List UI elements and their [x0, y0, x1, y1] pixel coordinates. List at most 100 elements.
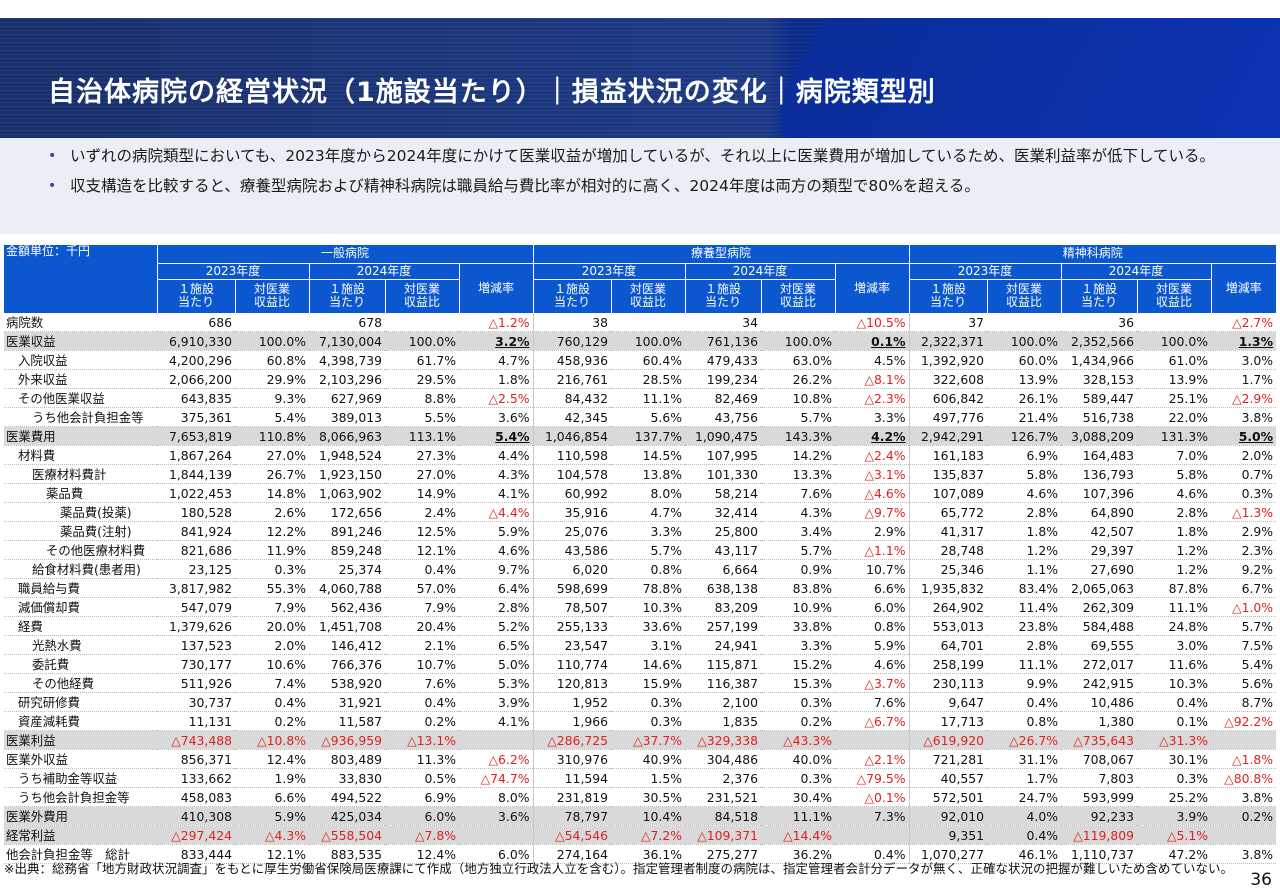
table-cell: 43,586 [532, 540, 612, 561]
table-cell: 11,587 [309, 711, 385, 732]
table-cell: 3.1% [611, 635, 686, 656]
table-cell: 7,130,004 [309, 331, 385, 352]
table-cell: 78,507 [532, 597, 612, 618]
table-cell: 5.7% [1211, 616, 1277, 637]
table-cell: △0.1% [835, 787, 910, 808]
table-cell: 29.5% [385, 369, 459, 390]
table-cell: 23,547 [532, 635, 612, 656]
table-cell: 1,046,854 [532, 426, 612, 447]
table-cell: 0.4% [385, 692, 459, 713]
table-cell: 8.0% [459, 787, 534, 808]
table-cell: 0.4% [987, 692, 1062, 713]
table-cell: 10.3% [611, 597, 686, 618]
ratio-header: 対医業 収益比 [384, 278, 459, 313]
table-cell: 494,522 [309, 787, 385, 808]
table-cell: 61.7% [385, 350, 459, 371]
table-cell: 41,317 [908, 521, 988, 542]
table-cell: 0.4% [1137, 692, 1212, 713]
table-cell: 258,199 [908, 654, 988, 675]
table-cell: △9.7% [835, 502, 910, 523]
table-row: うち他会計負担金等 458,083 6.6% 494,522 6.9% 8.0% 231,8… [4, 787, 1277, 808]
per-facility-header: １施設 当たり [1060, 278, 1138, 313]
table-cell: 547,079 [157, 597, 235, 618]
table-cell: 6.9% [987, 445, 1062, 466]
table-cell: 14.8% [235, 483, 309, 504]
table-cell: 27.0% [235, 445, 309, 466]
table-cell: 5.4% [459, 426, 534, 447]
unit-label: 金額単位：千円 [4, 245, 157, 313]
table-cell: 2,065,063 [1061, 578, 1138, 599]
table-cell: △743,488 [157, 730, 235, 751]
table-cell: 589,447 [1061, 388, 1138, 409]
row-label: 医業利益 [4, 730, 157, 751]
table-cell: 13.3% [761, 464, 836, 485]
table-cell: 4.1% [459, 711, 534, 732]
subheader-row: １施設 当たり 対医業 収益比 １施設 当たり 対医業 収益比 １施設 当たり 対医業 収益比 １施設当… [4, 278, 1276, 313]
table-cell: 479,433 [685, 350, 762, 371]
table-cell: 458,936 [532, 350, 612, 371]
ratio-header: 対医業 収益比 [610, 278, 686, 313]
table-row: 薬品費(投薬) 180,528 2.6% 172,656 2.4% △4.4% 35,916… [4, 502, 1277, 523]
table-cell: 0.3% [611, 692, 686, 713]
table-cell: 4.6% [1137, 483, 1212, 504]
table-cell: 0.1% [835, 331, 910, 352]
table-cell: 14.9% [385, 483, 459, 504]
table-row: 他会計負担金等 総計 833,444 12.1% 883,535 12.4% 6.0% 27… [4, 844, 1277, 865]
table-row: その他医業収益 643,835 9.3% 627,969 8.8% △2.5% 84,432… [4, 388, 1277, 409]
table-cell: 458,083 [157, 787, 235, 808]
table-cell [459, 730, 534, 751]
table-cell: 83.8% [761, 578, 836, 599]
table-cell: 7.6% [761, 483, 836, 504]
table-cell: △6.7% [835, 711, 910, 732]
table-cell: 10.7% [835, 559, 910, 580]
table-cell: 678 [309, 313, 385, 333]
table-cell: 21.4% [987, 407, 1062, 428]
table-cell: 78.8% [611, 578, 686, 599]
table-cell: 5.6% [611, 407, 686, 428]
table-cell: 643,835 [157, 388, 235, 409]
table-row: 資産減耗費 11,131 0.2% 11,587 0.2% 4.1% 1,966 0.3% 1,… [4, 711, 1277, 732]
table-cell: △80.8% [1211, 768, 1277, 789]
row-label: その他経費 [4, 673, 157, 694]
table-row: 研究研修費 30,737 0.4% 31,921 0.4% 3.9% 1,952 0.3% 2,… [4, 692, 1277, 713]
table-cell: 0.3% [235, 559, 309, 580]
table-cell: 8.7% [1211, 692, 1277, 713]
table-cell: 17,713 [908, 711, 988, 732]
table-cell: 1.8% [459, 369, 534, 390]
table-cell: 1.1% [987, 559, 1062, 580]
table-cell: 0.4% [987, 825, 1062, 846]
table-cell: 2.8% [1137, 502, 1212, 523]
table-cell: 4,398,739 [309, 350, 385, 371]
table-cell: 721,281 [908, 749, 988, 770]
table-cell: 13.9% [1137, 369, 1212, 390]
table-cell: 25,346 [908, 559, 988, 580]
table-cell: 1,835 [685, 711, 762, 732]
table-cell: 83.4% [987, 578, 1062, 599]
table-cell: 216,761 [532, 369, 612, 390]
table-row: 職員給与費 3,817,982 55.3% 4,060,788 57.0% 6.4% 598… [4, 578, 1277, 599]
table-cell: △8.1% [835, 369, 910, 390]
table-row: 病院数 686 678 △1.2% 38 34 △10.5% 37 36 △2.7% [4, 313, 1277, 333]
table-cell: 1,451,708 [309, 616, 385, 637]
table-cell: △619,920 [908, 730, 988, 751]
table-cell: 497,776 [908, 407, 988, 428]
ratio-header: 対医業 収益比 [986, 278, 1062, 313]
page-title: 自治体病院の経営状況（1施設当たり）｜損益状況の変化｜病院類型別 [48, 77, 936, 108]
table-cell: 5.2% [459, 616, 534, 637]
summary-bullet: 収支構造を比較すると、療養型病院および精神科病院は職員給与費比率が相対的に高く、… [48, 176, 1232, 197]
table-cell: 12.5% [385, 521, 459, 542]
table-cell: 82,469 [685, 388, 762, 409]
table-cell: 1,380 [1061, 711, 1138, 732]
table-cell: 3.6% [459, 407, 534, 428]
table-cell: 1,867,264 [157, 445, 235, 466]
table-cell: 3.0% [1137, 635, 1212, 656]
table-cell: 100.0% [385, 331, 459, 352]
table-cell: 55.3% [235, 578, 309, 599]
row-label: 給食材料費(患者用) [4, 559, 157, 580]
table-cell: 686 [157, 313, 235, 333]
table-cell: 262,309 [1061, 597, 1138, 618]
table-cell: 3,088,209 [1061, 426, 1138, 447]
table-cell: 3.9% [1137, 806, 1212, 827]
row-label: うち他会計負担金等 [4, 787, 157, 808]
table-cell: 100.0% [235, 331, 309, 352]
